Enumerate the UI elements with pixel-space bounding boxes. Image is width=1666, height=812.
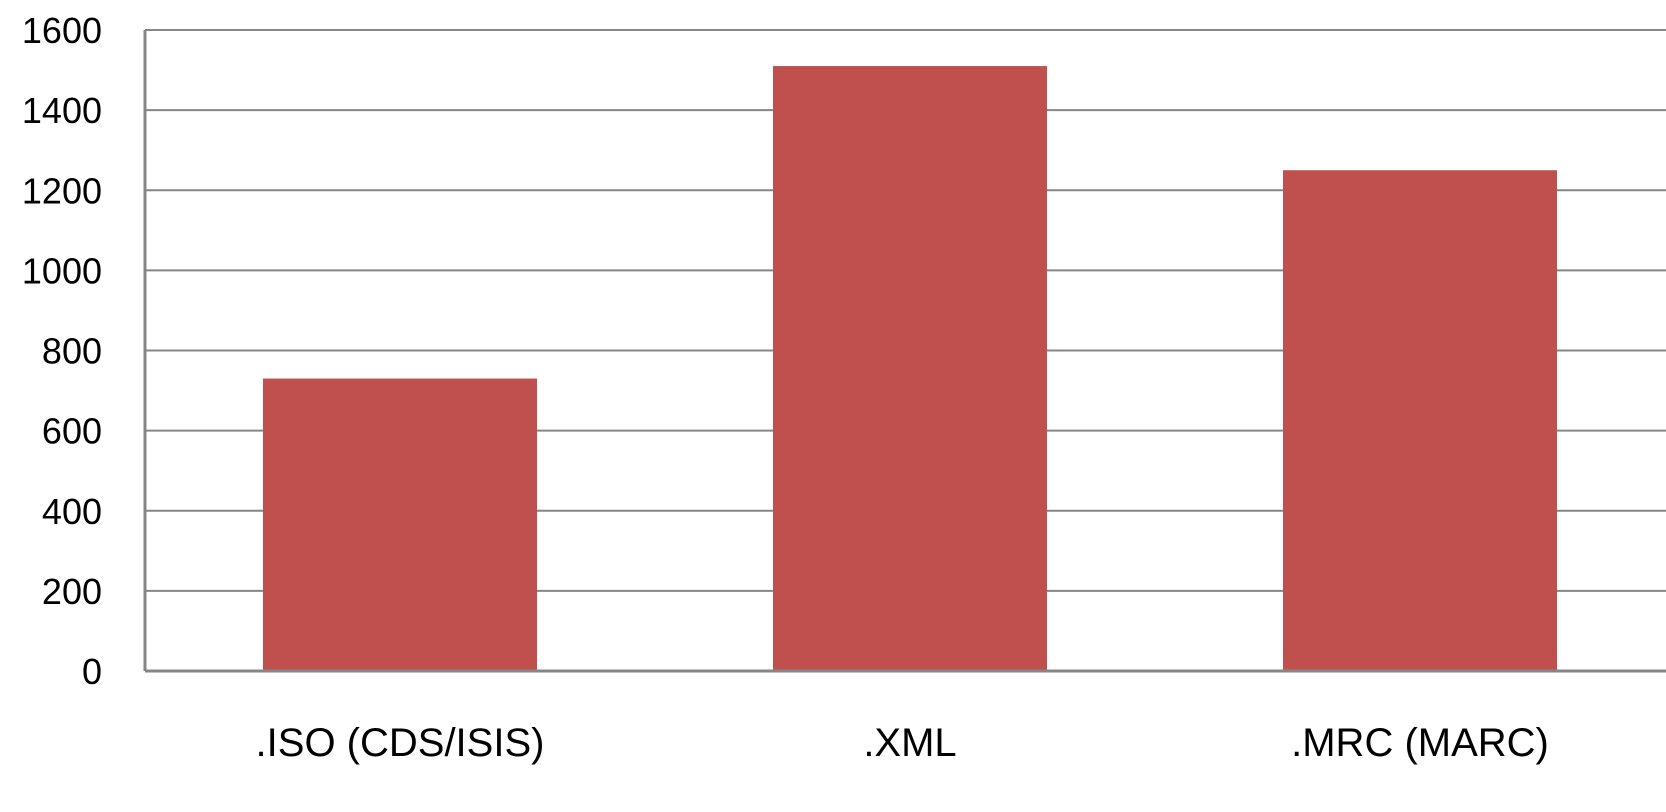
y-tick-label: 600 (42, 411, 102, 452)
bars (263, 66, 1557, 671)
y-tick-label: 0 (82, 651, 102, 692)
y-tick-label: 800 (42, 331, 102, 372)
bar (1283, 170, 1557, 671)
y-tick-label: 1400 (22, 90, 102, 131)
y-tick-label: 200 (42, 571, 102, 612)
x-category-label: .XML (863, 721, 956, 765)
y-tick-label: 1600 (22, 10, 102, 51)
bar (263, 378, 537, 671)
y-tick-label: 1200 (22, 170, 102, 211)
bar (773, 66, 1047, 671)
y-tick-label: 1000 (22, 250, 102, 291)
x-axis: .ISO (CDS/ISIS) .XML .MRC (MARC) (145, 669, 1666, 765)
y-axis: 0 200 400 600 800 1000 1200 1400 1600 (22, 10, 147, 692)
y-tick-label: 400 (42, 491, 102, 532)
x-category-label: .ISO (CDS/ISIS) (256, 721, 545, 765)
x-category-label: .MRC (MARC) (1291, 721, 1549, 765)
